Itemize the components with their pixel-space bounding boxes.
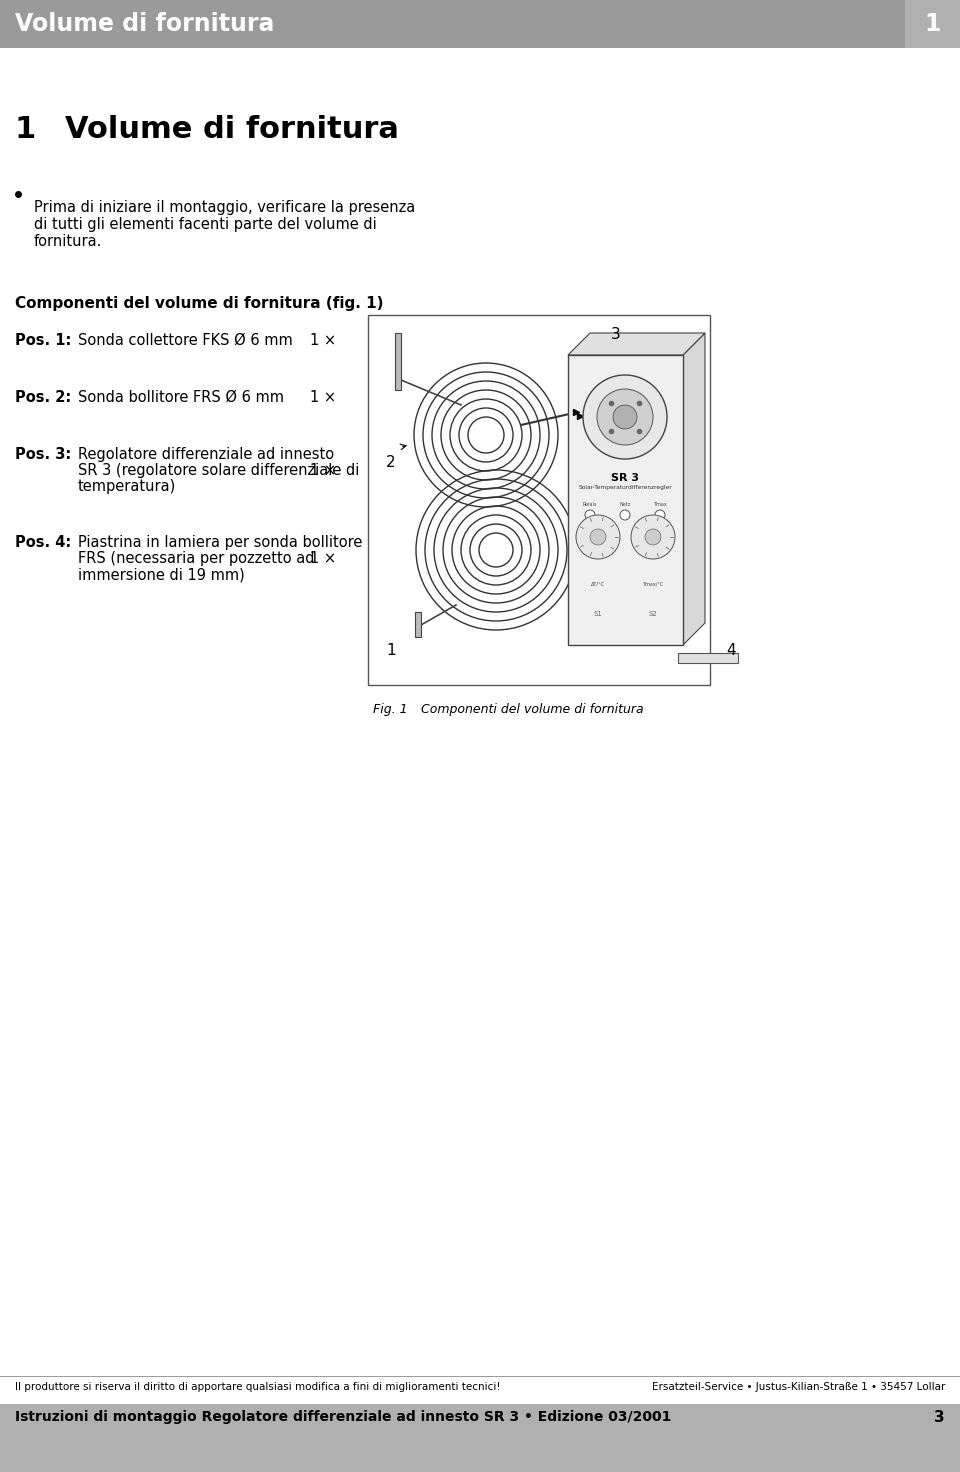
Text: S1: S1 (593, 611, 603, 617)
Polygon shape (683, 333, 705, 645)
Text: Piastrina in lamiera per sonda bollitore: Piastrina in lamiera per sonda bollitore (78, 534, 362, 551)
Text: 1 ×: 1 × (310, 464, 336, 478)
Text: Pos. 3:: Pos. 3: (15, 447, 71, 462)
Text: Volume di fornitura: Volume di fornitura (15, 12, 275, 35)
Bar (0, 0, 905, 49)
Circle shape (631, 515, 675, 559)
Text: Netz: Netz (619, 502, 631, 506)
Circle shape (597, 389, 653, 445)
Text: Componenti del volume di fornitura: Componenti del volume di fornitura (401, 704, 643, 715)
Text: Tmax: Tmax (653, 502, 667, 506)
Text: 3: 3 (934, 1410, 945, 1425)
Text: Prima di iniziare il montaggio, verificare la presenza: Prima di iniziare il montaggio, verifica… (34, 200, 416, 215)
Text: 1 ×: 1 × (310, 390, 336, 405)
Polygon shape (568, 333, 705, 355)
Text: 1 ×: 1 × (310, 333, 336, 347)
Circle shape (585, 509, 595, 520)
Circle shape (583, 375, 667, 459)
Bar (568, 355, 683, 645)
Text: 1: 1 (386, 643, 396, 658)
Text: Ersatzteil-Service • Justus-Kilian-Straße 1 • 35457 Lollar: Ersatzteil-Service • Justus-Kilian-Straß… (652, 1382, 945, 1393)
Bar (905, 0, 960, 49)
Text: 1: 1 (924, 12, 941, 35)
Text: 1 ×: 1 × (310, 551, 336, 567)
Text: 4: 4 (726, 643, 735, 658)
Circle shape (620, 509, 630, 520)
Text: Relais: Relais (583, 502, 597, 506)
Text: SR 3: SR 3 (611, 473, 639, 483)
Bar (0, 1404, 960, 1472)
Text: Pos. 4:: Pos. 4: (15, 534, 71, 551)
Text: Sonda bollitore FRS Ø 6 mm: Sonda bollitore FRS Ø 6 mm (78, 390, 284, 405)
Text: Tmax/°C: Tmax/°C (642, 581, 663, 587)
Circle shape (613, 405, 637, 428)
Text: Sonda collettore FKS Ø 6 mm: Sonda collettore FKS Ø 6 mm (78, 333, 293, 347)
Bar (368, 315, 710, 684)
Text: Fig. 1: Fig. 1 (373, 704, 408, 715)
Text: Regolatore differenziale ad innesto: Regolatore differenziale ad innesto (78, 447, 334, 462)
Text: S2: S2 (649, 611, 658, 617)
Circle shape (590, 528, 606, 545)
Text: FRS (necessaria per pozzetto ad: FRS (necessaria per pozzetto ad (78, 551, 315, 567)
Text: di tutti gli elementi facenti parte del volume di: di tutti gli elementi facenti parte del … (34, 216, 376, 233)
Text: Componenti del volume di fornitura (fig. 1): Componenti del volume di fornitura (fig.… (15, 296, 383, 311)
Bar (415, 612, 421, 637)
Text: 1: 1 (15, 115, 36, 144)
Text: Pos. 1:: Pos. 1: (15, 333, 71, 347)
Text: 3: 3 (612, 327, 621, 342)
Bar (395, 333, 401, 390)
Text: 2: 2 (386, 455, 396, 470)
Text: Istruzioni di montaggio Regolatore differenziale ad innesto SR 3 • Edizione 03/2: Istruzioni di montaggio Regolatore diffe… (15, 1410, 671, 1423)
Bar (678, 654, 738, 662)
Text: SR 3 (regolatore solare differenziale di: SR 3 (regolatore solare differenziale di (78, 464, 359, 478)
Text: Solar-Temperaturdifferenzregler: Solar-Temperaturdifferenzregler (578, 484, 672, 490)
Text: Volume di fornitura: Volume di fornitura (65, 115, 398, 144)
Text: immersione di 19 mm): immersione di 19 mm) (78, 567, 245, 581)
Circle shape (576, 515, 620, 559)
Circle shape (645, 528, 661, 545)
Text: fornitura.: fornitura. (34, 234, 103, 249)
Text: Pos. 2:: Pos. 2: (15, 390, 71, 405)
Text: ΔT/°C: ΔT/°C (591, 581, 605, 587)
Text: temperatura): temperatura) (78, 478, 177, 495)
Circle shape (655, 509, 665, 520)
Text: Il produttore si riserva il diritto di apportare qualsiasi modifica a fini di mi: Il produttore si riserva il diritto di a… (15, 1382, 500, 1393)
